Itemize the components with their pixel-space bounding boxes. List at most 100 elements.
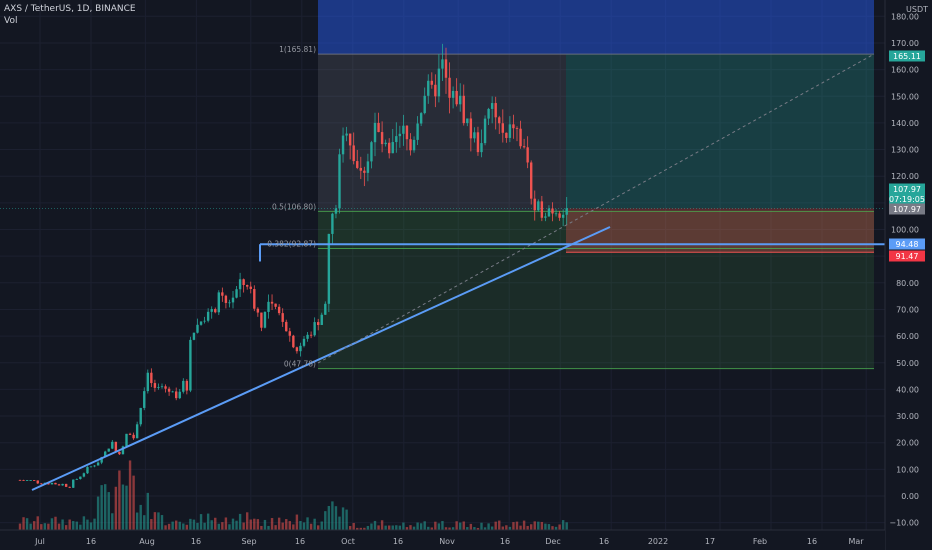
volume-bar	[423, 521, 426, 530]
volume-bar	[292, 524, 295, 530]
candle-body	[398, 133, 402, 137]
fib-level-label: 0(47.78)	[284, 360, 316, 369]
volume-bar	[139, 504, 142, 530]
volume-bar	[206, 513, 210, 530]
candle-body	[505, 132, 508, 138]
candle-body	[359, 167, 362, 171]
price-tick-label: 120.00	[891, 172, 919, 181]
volume-bar	[363, 527, 366, 530]
volume-bar	[267, 525, 270, 530]
candle-body	[203, 320, 206, 322]
time-tick-label: 17	[705, 537, 715, 546]
volume-bar	[402, 522, 405, 530]
volume-bar	[306, 517, 309, 530]
candle-body	[469, 118, 473, 139]
candle-body	[533, 198, 536, 211]
fib-level-label: 1(165.81)	[279, 45, 316, 54]
price-badge	[889, 183, 925, 195]
candle-body	[419, 113, 423, 124]
candle-body	[441, 59, 444, 69]
volume-bar	[107, 492, 110, 530]
candle-body	[277, 306, 281, 314]
candle-body	[366, 161, 370, 173]
price-tick-label: 40.00	[896, 385, 919, 394]
volume-bar	[36, 516, 39, 530]
volume-bar	[544, 523, 547, 530]
time-tick-label: Oct	[341, 537, 355, 546]
candle-body	[274, 303, 277, 307]
volume-bar	[302, 522, 306, 530]
price-tick-label: 140.00	[891, 119, 919, 128]
price-tick-label: 70.00	[896, 305, 919, 314]
volume-bar	[565, 522, 568, 530]
volume-bar	[380, 520, 384, 530]
trend-line	[31, 226, 611, 491]
symbol-title: AXS / TetherUS, 1D, BINANCE	[4, 4, 136, 14]
candle-body	[256, 308, 260, 313]
volume-bar	[427, 526, 430, 530]
volume-bar	[135, 512, 139, 530]
volume-bar	[18, 523, 22, 530]
candle-body	[373, 122, 377, 143]
candle-body	[395, 136, 398, 143]
volume-bar	[25, 518, 29, 530]
price-badge-label: 107.97	[893, 205, 921, 214]
volume-bar	[473, 527, 476, 530]
volume-bar	[277, 517, 281, 530]
candle-body	[107, 448, 110, 452]
volume-bar	[54, 516, 57, 530]
candle-body	[125, 433, 128, 447]
candle-body	[242, 279, 245, 286]
candle-body	[196, 324, 199, 333]
candle-body	[313, 322, 316, 336]
candle-body	[370, 142, 373, 162]
time-tick-label: Jul	[34, 537, 45, 546]
candle-body	[334, 208, 338, 214]
fib-level-label: 0.5(106.80)	[272, 202, 316, 211]
volume-bar	[235, 520, 238, 530]
candle-body	[434, 84, 437, 97]
candle-body	[462, 95, 465, 124]
volume-bar	[522, 520, 526, 530]
price-tick-label: 10.00	[896, 465, 919, 474]
volume-bar	[22, 517, 25, 530]
candle-body	[199, 321, 203, 325]
candle-body	[352, 145, 355, 162]
candle-body	[93, 465, 96, 467]
time-tick-label: Dec	[545, 537, 560, 546]
candle-body	[324, 303, 327, 315]
time-tick-label: 2022	[648, 537, 668, 546]
volume-bar	[373, 520, 377, 530]
candle-body	[487, 108, 490, 119]
volume-bar	[50, 518, 54, 530]
time-tick-label: 16	[500, 537, 510, 546]
candle-body	[114, 441, 118, 452]
volume-bar	[143, 515, 146, 530]
candle-body	[132, 434, 135, 439]
candle-body	[36, 480, 39, 484]
time-axis-bg	[0, 530, 885, 550]
volume-bar	[249, 519, 252, 530]
volume-bar	[384, 525, 387, 530]
candle-body	[157, 387, 160, 388]
candle-body	[178, 391, 181, 399]
volume-bar	[221, 522, 224, 530]
candle-body	[143, 391, 146, 408]
candle-body	[253, 289, 256, 309]
volume-bar	[104, 484, 107, 530]
fib-zone-0382-0	[318, 248, 874, 369]
volume-bar	[356, 527, 359, 530]
candle-body	[128, 433, 132, 435]
volume-bar	[334, 506, 338, 530]
candle-body	[217, 292, 220, 313]
price-tick-label: 150.00	[891, 92, 919, 101]
time-tick-label: 16	[86, 537, 96, 546]
volume-bar	[547, 524, 551, 530]
volume-bar	[178, 521, 181, 530]
candle-body	[437, 68, 441, 97]
fib-level-label: 0.382(92.87)	[267, 240, 316, 249]
volume-bar	[455, 521, 458, 530]
candle-body	[221, 292, 224, 296]
volume-bar	[501, 526, 504, 530]
